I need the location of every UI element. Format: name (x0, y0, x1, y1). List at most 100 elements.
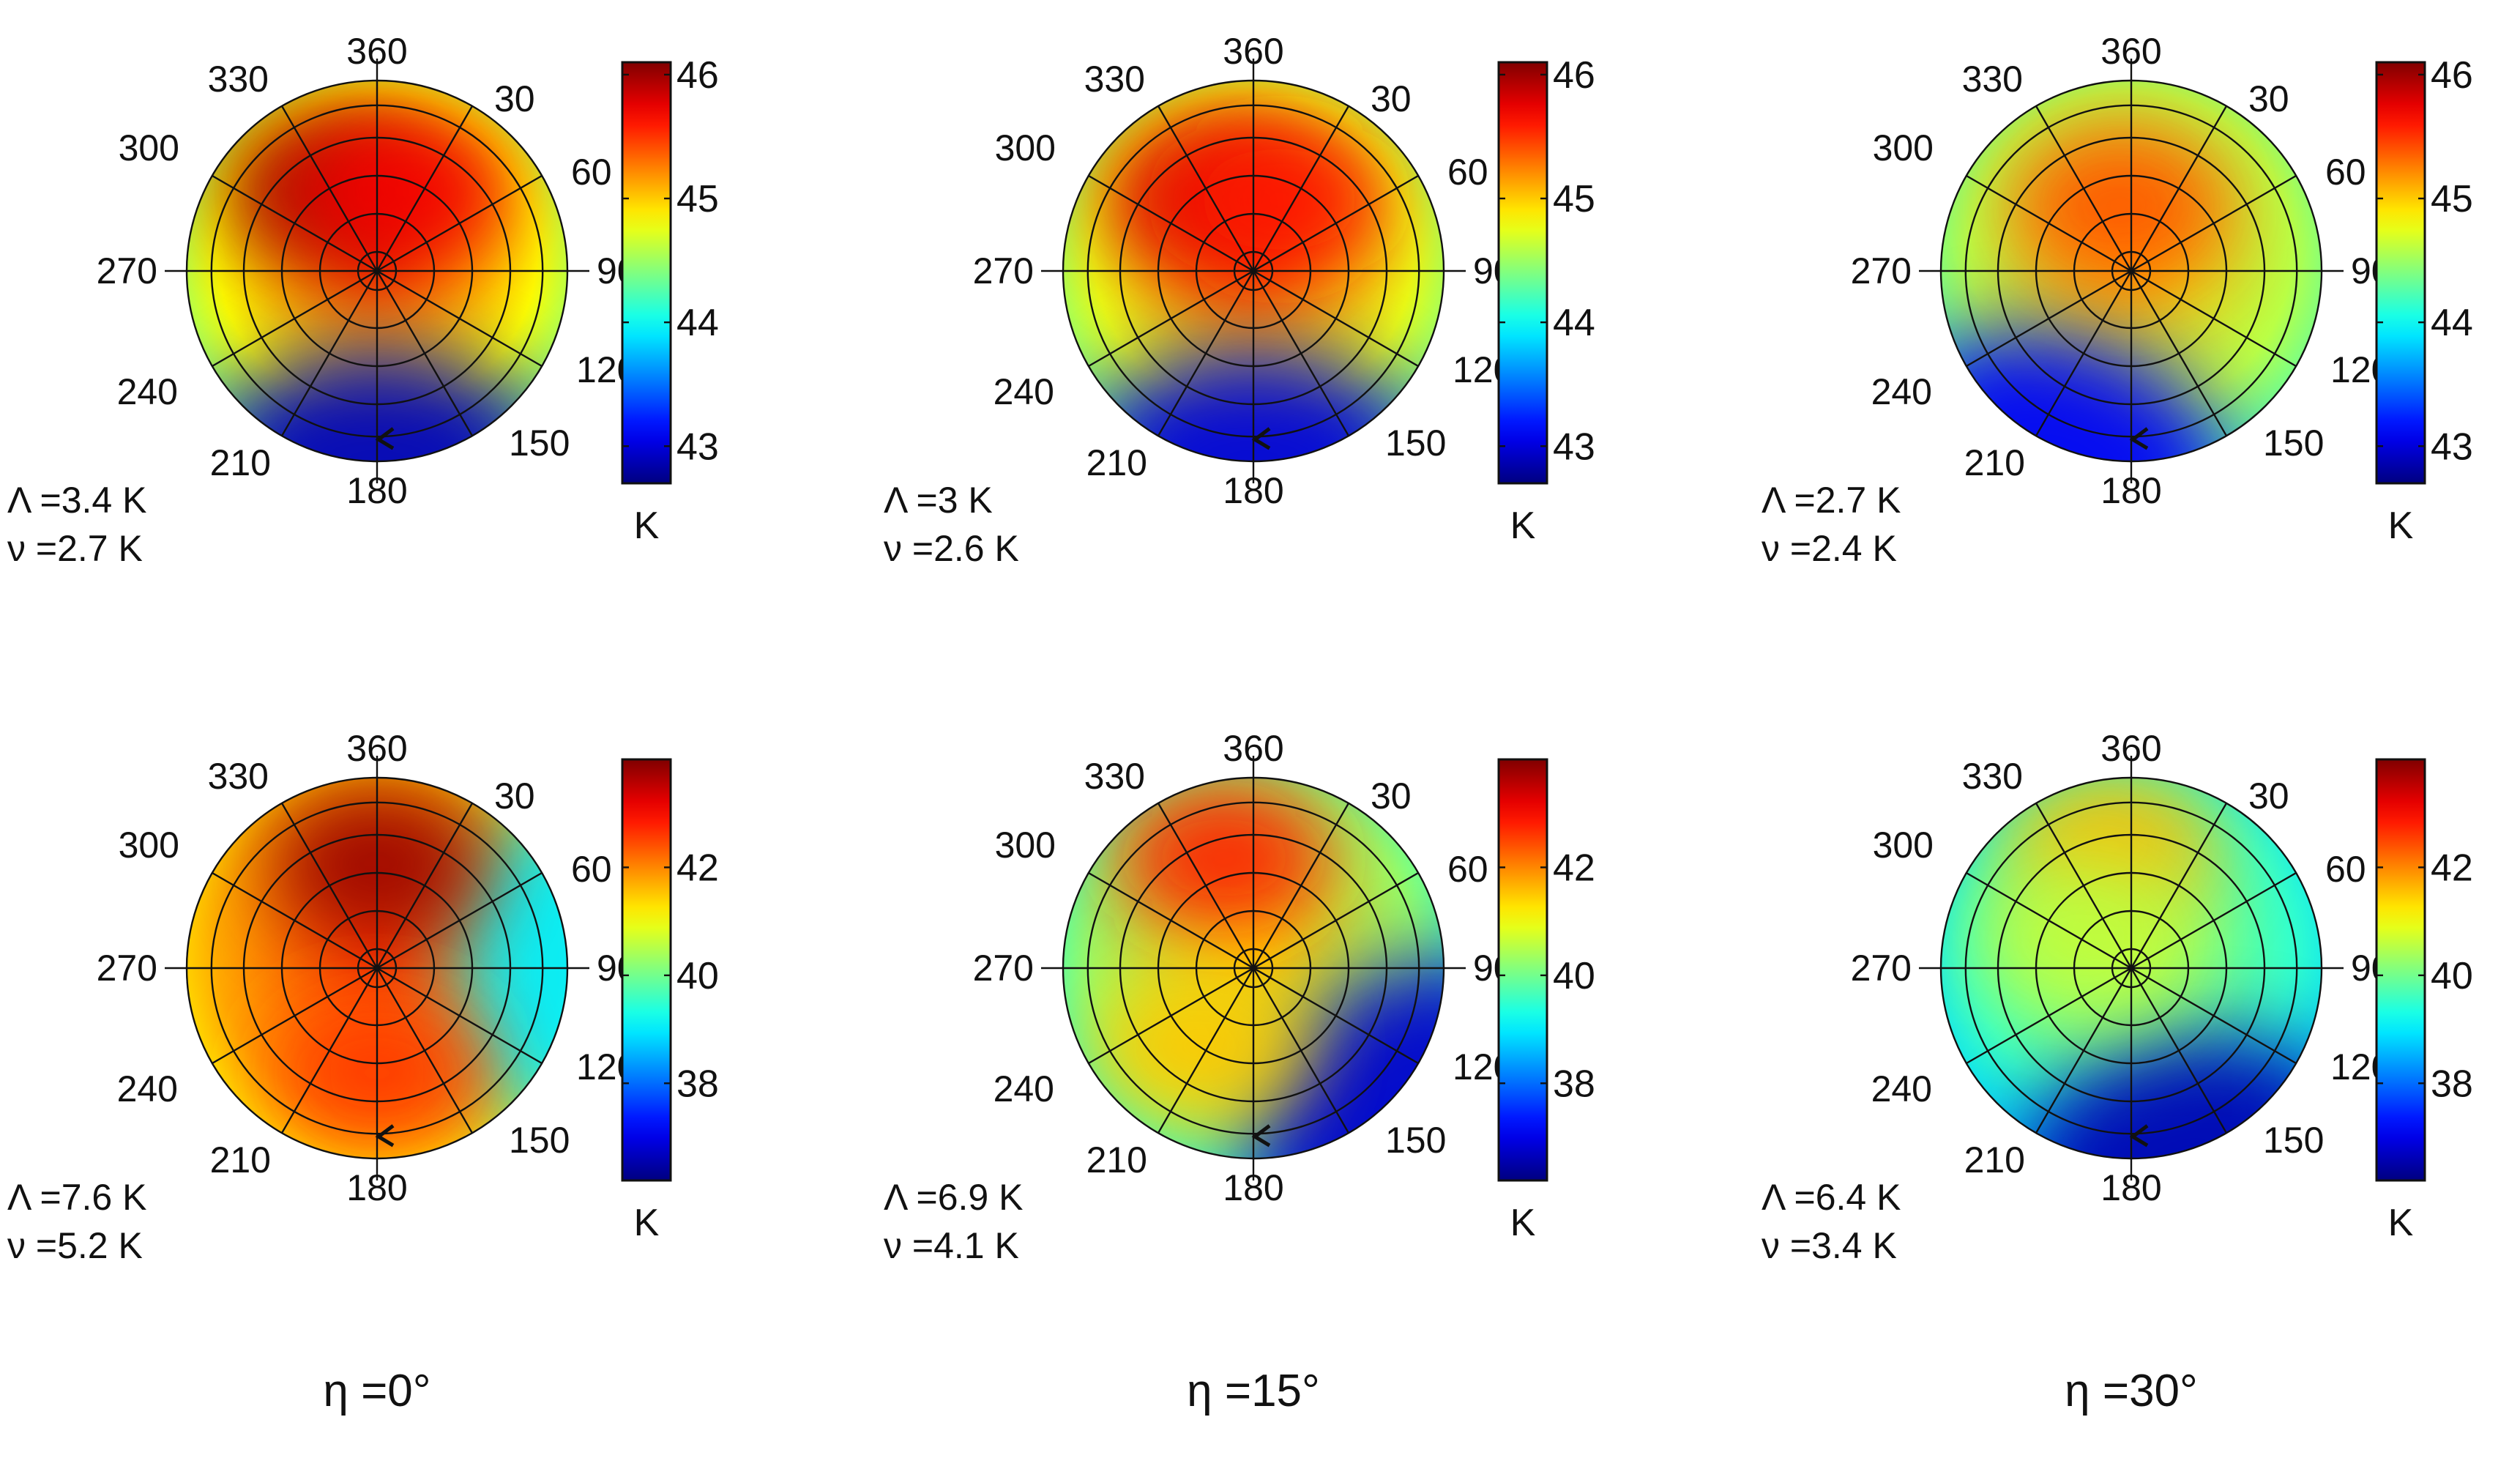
colorbar-gradient (1499, 62, 1547, 483)
angle-label-150: 150 (2263, 423, 2324, 464)
colorbar-tick-label: 46 (2431, 54, 2473, 97)
polar-grid (1919, 756, 2344, 1180)
angle-label-150: 150 (509, 423, 570, 464)
angle-label-240: 240 (994, 371, 1054, 412)
colorbar-gradient (2377, 759, 2425, 1180)
angle-label-60: 60 (2325, 152, 2366, 193)
polar-spoke (2035, 803, 2228, 1134)
angle-label-360: 360 (346, 728, 407, 769)
angle-label-330: 330 (1962, 756, 2023, 797)
angle-label-150: 150 (2263, 1120, 2324, 1161)
colorbar-unit: K (634, 1202, 660, 1244)
colorbar-tick-label: 46 (1553, 54, 1595, 97)
polar-grid (1041, 756, 1466, 1180)
colorbar-frame (2375, 61, 2426, 485)
direction-marker-icon (2129, 1124, 2149, 1148)
colorbar-tick-label: 40 (2431, 955, 2473, 997)
colorbar-tick-label: 38 (676, 1063, 719, 1105)
angle-label-30: 30 (1371, 78, 1412, 119)
angle-label-210: 210 (1086, 442, 1147, 483)
polar-panel-2: 3603060901201501802102402703003304344454… (884, 31, 1595, 569)
angle-label-300: 300 (995, 127, 1056, 168)
colorbar-tick-label: 38 (2431, 1063, 2473, 1105)
angle-label-30: 30 (494, 78, 535, 119)
angle-label-270: 270 (97, 948, 157, 989)
colorbar-frame (621, 758, 672, 1182)
angle-label-30: 30 (494, 776, 535, 817)
angle-label-270: 270 (973, 948, 1034, 989)
angle-label-180: 180 (2100, 1167, 2161, 1208)
colorbar: 43 44 45 46 K (1497, 54, 1595, 547)
angle-label-330: 330 (208, 59, 269, 100)
angle-label-240: 240 (1871, 1068, 1932, 1109)
angle-label-360: 360 (1223, 728, 1283, 769)
angle-label-330: 330 (1084, 756, 1145, 797)
stat-nu: ν =4.1 K (884, 1225, 1019, 1266)
direction-marker-icon (2129, 427, 2149, 450)
polar-low-region (1243, 958, 1444, 1158)
angle-label-60: 60 (571, 849, 612, 890)
colorbar-frame (621, 61, 672, 485)
polar-spoke (280, 105, 474, 436)
angle-label-300: 300 (119, 825, 179, 866)
polar-panel-3: 3603060901201501802102402703003304344454… (1762, 31, 2473, 569)
angle-label-360: 360 (1223, 31, 1283, 72)
angle-label-150: 150 (509, 1120, 570, 1161)
angle-label-300: 300 (119, 127, 179, 168)
angle-label-30: 30 (1371, 776, 1412, 817)
polar-spoke (280, 803, 474, 1134)
polar-low-region (2014, 1033, 2322, 1158)
angle-label-240: 240 (117, 371, 178, 412)
angle-label-180: 180 (346, 470, 407, 511)
polar-panel-4: 360306090120150180210240270300330384042K… (7, 728, 719, 1266)
stat-lambda: Λ =2.7 K (1762, 480, 1901, 521)
direction-marker-icon (375, 427, 395, 450)
colorbar-tick-label: 40 (676, 955, 719, 997)
polar-panel-5: 360306090120150180210240270300330384042K… (884, 728, 1595, 1266)
column-label: η =30° (2065, 1366, 2198, 1416)
angle-label-210: 210 (1964, 442, 2025, 483)
polar-spoke (2035, 105, 2228, 436)
colorbar-tick-label: 43 (1553, 425, 1595, 468)
angle-label-240: 240 (994, 1068, 1054, 1109)
colorbar-tick-label: 45 (2431, 178, 2473, 220)
colorbar-unit: K (2388, 505, 2414, 547)
colorbar-unit: K (1510, 505, 1536, 547)
angle-label-270: 270 (973, 250, 1034, 291)
angle-label-150: 150 (1385, 1120, 1446, 1161)
direction-marker-icon (375, 1124, 395, 1148)
colorbar-tick-label: 40 (1553, 955, 1595, 997)
angle-label-150: 150 (1385, 423, 1446, 464)
angle-label-300: 300 (1873, 127, 1934, 168)
colorbar-tick-label: 45 (676, 178, 719, 220)
angle-label-60: 60 (1447, 152, 1488, 193)
colorbar: 43 44 45 46 K (2375, 54, 2473, 547)
polar-panel-6: 360306090120150180210240270300330384042K… (1762, 728, 2473, 1266)
stat-nu: ν =2.7 K (7, 528, 143, 569)
angle-label-300: 300 (1873, 825, 1934, 866)
angle-label-180: 180 (2100, 470, 2161, 511)
colorbar-tick-label: 38 (1553, 1063, 1595, 1105)
colorbar: 38 40 42 K (621, 758, 719, 1244)
colorbar-gradient (622, 62, 671, 483)
angle-label-60: 60 (571, 152, 612, 193)
angle-label-360: 360 (2100, 728, 2161, 769)
stat-lambda: Λ =3.4 K (7, 480, 146, 521)
angle-label-240: 240 (117, 1068, 178, 1109)
angle-label-210: 210 (210, 442, 271, 483)
polar-hotspot-1 (2010, 124, 2230, 286)
angle-label-300: 300 (995, 825, 1056, 866)
colorbar-frame (1497, 758, 1548, 1182)
colorbar-tick-label: 44 (1553, 302, 1595, 344)
colorbar-unit: K (634, 505, 660, 547)
stat-nu: ν =2.4 K (1762, 528, 1897, 569)
polar-low-region (1941, 328, 2230, 461)
angle-label-360: 360 (346, 31, 407, 72)
angle-label-240: 240 (1871, 371, 1932, 412)
colorbar-gradient (1499, 759, 1547, 1180)
polar-grid (1919, 59, 2344, 483)
angle-label-60: 60 (2325, 849, 2366, 890)
angle-label-180: 180 (1223, 1167, 1283, 1208)
stat-nu: ν =5.2 K (7, 1225, 143, 1266)
